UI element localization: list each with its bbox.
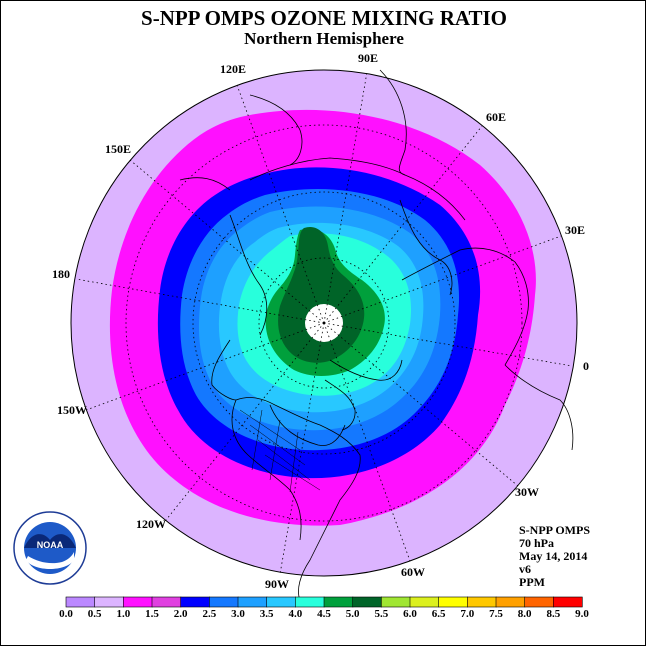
colorbar-swatch <box>65 596 96 608</box>
colorbar-swatch <box>409 596 440 608</box>
instrument-label: S-NPP OMPS <box>519 523 590 537</box>
colorbar-tick-label: 0.5 <box>87 608 102 620</box>
us-state-borders <box>239 409 321 493</box>
colorbar-tick-label: 7.5 <box>489 608 503 620</box>
west-coast <box>231 399 302 541</box>
colorbar-swatch <box>209 596 239 608</box>
siberia-coast <box>229 214 268 336</box>
kamchatka-coast <box>179 177 231 191</box>
colorbar-tick-label: 1.5 <box>145 608 159 620</box>
colorbar-tick-label: 6.5 <box>431 608 446 620</box>
lon-label-150e: 150E <box>105 142 132 156</box>
lon-label-180: 180 <box>52 267 70 281</box>
colorbar-tick-label: 4.0 <box>288 608 303 620</box>
colorbar-swatch <box>123 596 153 608</box>
colorbar-tick-label: 2.0 <box>173 608 188 620</box>
colorbar-swatch <box>467 596 497 608</box>
colorbar-swatch <box>94 596 124 608</box>
lon-label-60e: 60E <box>486 110 507 124</box>
colorbar-tick-label: 3.0 <box>231 608 245 620</box>
graticule <box>75 71 573 575</box>
svg-text:NOAA: NOAA <box>37 540 64 550</box>
colorbar-tick-label: 3.5 <box>259 608 274 620</box>
lon-label-30w: 30W <box>515 485 539 499</box>
africa-coast <box>504 364 574 451</box>
colorbar-swatch <box>151 596 182 608</box>
colorbar-tick-label: 5.0 <box>345 608 360 620</box>
colorbar <box>65 596 583 608</box>
colorbar-tick-label: 6.0 <box>403 608 417 620</box>
lon-label-120e: 120E <box>220 62 247 76</box>
map-title: S-NPP OMPS OZONE MIXING RATIO <box>141 6 507 30</box>
info-block: S-NPP OMPS 70 hPa May 14, 2014 v6 PPM <box>519 524 590 589</box>
lon-label-150w: 150W <box>57 403 87 417</box>
lon-label-60w: 60W <box>401 565 425 579</box>
version-label: v6 <box>519 562 531 576</box>
colorbar-tick-label: 7.0 <box>460 608 475 620</box>
colorbar-swatch <box>524 596 554 608</box>
units-label: PPM <box>519 575 545 589</box>
europe-coast <box>401 247 529 366</box>
colorbar-tick-label: 9.0 <box>575 608 589 620</box>
noaa-logo-icon: NOAA <box>13 511 87 585</box>
colorbar-tick-label: 8.0 <box>517 608 532 620</box>
lon-label-120w: 120W <box>136 517 166 531</box>
colorbar-swatch <box>180 596 210 608</box>
lon-label-0: 0 <box>583 359 589 373</box>
india-coast <box>379 69 407 176</box>
colorbar-tick-label: 5.5 <box>374 608 389 620</box>
colorbar-tick-label: 2.5 <box>202 608 217 620</box>
lon-label-90w: 90W <box>265 577 289 591</box>
asia-coast <box>249 157 466 221</box>
colorbar-swatch <box>266 596 296 608</box>
colorbar-swatch <box>438 596 468 608</box>
colorbar-swatch <box>553 596 583 608</box>
map-subtitle: Northern Hemisphere <box>244 29 404 48</box>
pressure-level-label: 70 hPa <box>519 536 555 550</box>
alaska-coast <box>211 339 237 401</box>
coastlines <box>179 69 574 601</box>
hudson-bay <box>324 379 356 431</box>
globe-outline <box>70 69 578 577</box>
lon-label-90e: 90E <box>358 51 379 65</box>
colorbar-tick-label: 8.5 <box>546 608 561 620</box>
east-asia-coast <box>249 94 303 166</box>
north-america-coast <box>235 397 361 601</box>
date-label: May 14, 2014 <box>519 549 588 563</box>
russia-inner <box>399 199 453 296</box>
colorbar-tick-label: 0.0 <box>59 608 73 620</box>
lon-label-30e: 30E <box>565 223 586 237</box>
greenland-coast <box>329 359 403 381</box>
colorbar-swatch <box>237 596 268 608</box>
colorbar-swatch <box>352 596 382 608</box>
colorbar-swatch <box>323 596 354 608</box>
colorbar-swatch <box>295 596 325 608</box>
colorbar-tick-label: 1.0 <box>116 608 131 620</box>
colorbar-tick-label: 4.5 <box>317 608 331 620</box>
colorbar-swatch <box>495 596 526 608</box>
colorbar-swatch <box>381 596 411 608</box>
great-lakes-region <box>269 404 346 446</box>
contour-5.0 <box>278 226 365 363</box>
